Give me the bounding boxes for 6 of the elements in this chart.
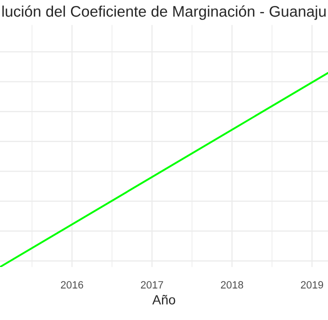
x-tick-label: 2018 <box>220 281 244 289</box>
x-axis-title: Año <box>152 294 176 304</box>
chart-title: lución del Coeficiente de Marginación - Guanaju <box>2 5 326 20</box>
x-tick-label: 2017 <box>140 281 164 289</box>
x-tick-label: 2019 <box>300 281 324 289</box>
x-tick-label: 2016 <box>60 281 84 289</box>
